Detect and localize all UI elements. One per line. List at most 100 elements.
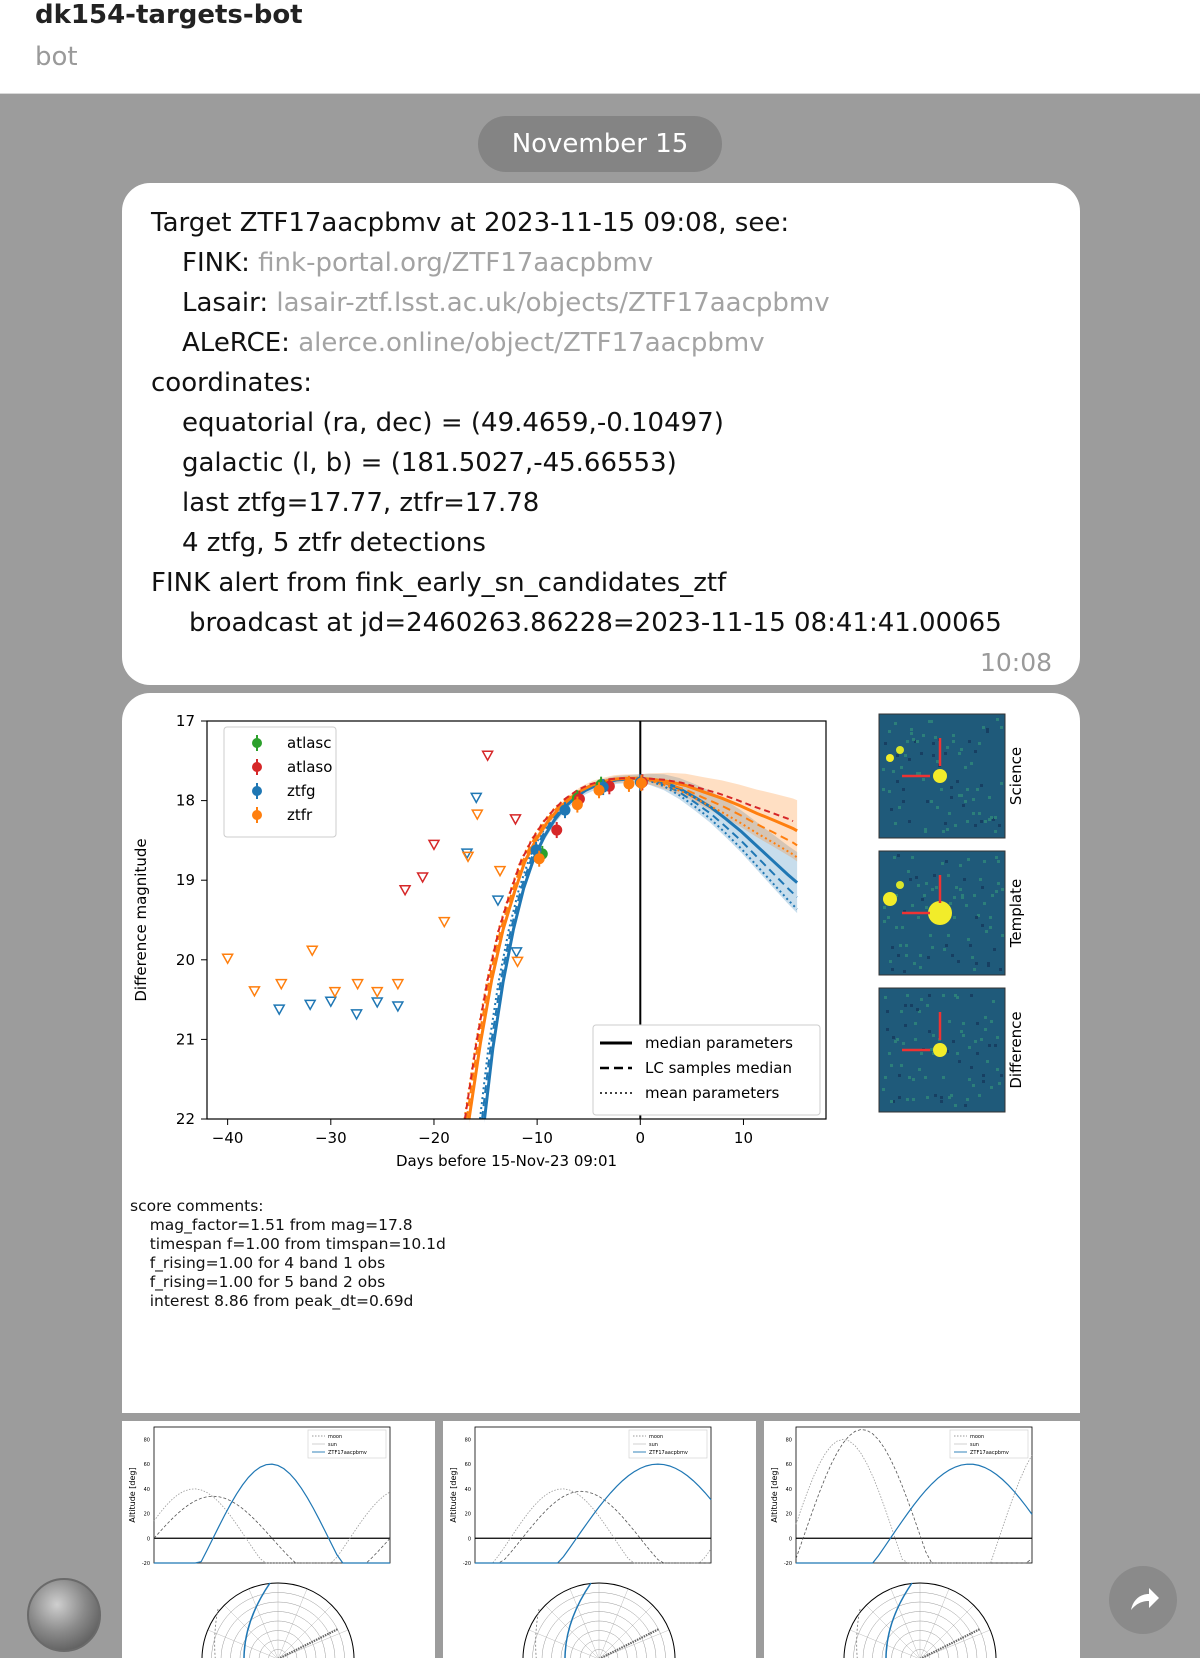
cutout-noise bbox=[952, 1040, 955, 1043]
alt-tick-label: 60 bbox=[786, 1462, 792, 1468]
cutout-noise bbox=[913, 962, 916, 965]
media-album[interactable]: Science Template Difference −40 −30 −20 −10 0 1… bbox=[122, 693, 1080, 1658]
cutout-noise bbox=[934, 1094, 937, 1097]
cutout-noise bbox=[932, 742, 935, 745]
sun-curve bbox=[475, 1488, 712, 1564]
cutout-noise bbox=[950, 1094, 953, 1097]
bot-avatar[interactable] bbox=[27, 1578, 101, 1652]
cutout-noise bbox=[997, 882, 1000, 885]
cutout-noise bbox=[932, 754, 935, 757]
cutout-noise bbox=[976, 1052, 979, 1055]
cutout-noise bbox=[895, 894, 898, 897]
cutout-noise bbox=[900, 1064, 903, 1067]
cutout-star bbox=[886, 754, 894, 762]
cutout-noise bbox=[896, 1038, 899, 1041]
polar-target-track bbox=[564, 1582, 592, 1658]
alt-tick-label: 60 bbox=[144, 1462, 150, 1468]
cutout-noise bbox=[972, 812, 975, 815]
cutout-noise bbox=[992, 818, 995, 821]
cutout-noise bbox=[957, 960, 960, 963]
cutout-noise bbox=[973, 968, 976, 971]
cutout-noise bbox=[977, 914, 980, 917]
line-legend-label: LC samples median bbox=[645, 1059, 792, 1077]
message-line: last ztfg=17.77, ztfr=17.78 bbox=[182, 488, 540, 518]
message-bubble[interactable]: Target ZTF17aacpbmv at 2023-11-15 09:08,… bbox=[122, 183, 1080, 685]
cutout-noise bbox=[933, 874, 936, 877]
cutout-noise bbox=[956, 780, 959, 783]
cutout-noise bbox=[974, 824, 977, 827]
cutout-noise bbox=[904, 754, 907, 757]
lasair-link[interactable]: lasair-ztf.lsst.ac.uk/objects/ZTF17aacpb… bbox=[276, 288, 830, 318]
atlaso-point bbox=[551, 824, 563, 836]
cutout-noise bbox=[947, 934, 950, 937]
cutout-noise bbox=[926, 1096, 929, 1099]
moon-curve bbox=[153, 1495, 391, 1564]
cutout-noise bbox=[989, 926, 992, 929]
cutout-noise bbox=[906, 740, 909, 743]
share-button[interactable] bbox=[1109, 1566, 1177, 1634]
cutout-noise bbox=[966, 1098, 969, 1101]
cutout-noise bbox=[901, 926, 904, 929]
polar-spoke bbox=[545, 1605, 599, 1658]
polar-spoke bbox=[278, 1588, 308, 1658]
line-legend-label: mean parameters bbox=[645, 1084, 779, 1102]
ztfg-model-line bbox=[478, 777, 798, 1120]
cutout-noise bbox=[890, 1100, 893, 1103]
x-tick-label: −30 bbox=[315, 1129, 347, 1147]
visibility-plot-2[interactable]: 80 60 40 20 0 -20 Altitude [deg] moon sun ZTF17aa… bbox=[443, 1421, 756, 1658]
visibility-plot-3[interactable]: 80 60 40 20 0 -20 Altitude [deg] moon sun ZTF17aa… bbox=[764, 1421, 1077, 1658]
cutout-noise bbox=[970, 762, 973, 765]
cutout-noise bbox=[976, 1022, 979, 1025]
cutout-template: Template bbox=[878, 850, 1025, 976]
cutout-star bbox=[883, 892, 897, 906]
atlaso-legend-marker bbox=[252, 762, 262, 772]
cutout-noise bbox=[917, 916, 920, 919]
cutout-noise bbox=[899, 944, 902, 947]
cutout-noise bbox=[924, 828, 927, 831]
polar-spoke bbox=[528, 1629, 598, 1658]
cutout-noise bbox=[893, 856, 896, 859]
ztfr-model-band bbox=[469, 772, 798, 1123]
visibility-plot-1[interactable]: 80 60 40 20 0 -20 Altitude [deg] moon sun ZTF17aa… bbox=[122, 1421, 435, 1658]
cutout-noise bbox=[944, 822, 947, 825]
message-line: Target ZTF17aacpbmv at 2023-11-15 09:08,… bbox=[151, 208, 790, 238]
target-curve bbox=[154, 1463, 390, 1564]
cutout-noise bbox=[950, 786, 953, 789]
cutout-noise bbox=[983, 860, 986, 863]
cutout-noise bbox=[968, 740, 971, 743]
fink-link[interactable]: fink-portal.org/ZTF17aacpbmv bbox=[258, 248, 654, 278]
y-tick-label: 17 bbox=[176, 712, 195, 730]
ztfr-limit-marker bbox=[328, 986, 342, 999]
alt-axis-label: Altitude [deg] bbox=[449, 1467, 458, 1522]
chat-header[interactable]: dk154-targets-bot bot bbox=[0, 0, 1200, 94]
cutout-noise bbox=[896, 754, 899, 757]
cutout-noise bbox=[963, 878, 966, 881]
cutout-noise bbox=[914, 1038, 917, 1041]
lightcurve-chart[interactable]: Science Template Difference −40 −30 −20 −10 0 1… bbox=[122, 693, 1080, 1193]
plot-frame bbox=[206, 720, 827, 1120]
polar-spoke bbox=[866, 1605, 920, 1658]
alerce-link[interactable]: alerce.online/object/ZTF17aacpbmv bbox=[298, 328, 765, 358]
y-tick-label: 19 bbox=[176, 871, 195, 889]
ztfr-limit-marker bbox=[471, 809, 484, 821]
atlaso-limit-marker bbox=[416, 872, 429, 884]
cutout-noise bbox=[948, 812, 951, 815]
cutout-noise bbox=[884, 996, 887, 999]
atlasc-legend-label: atlasc bbox=[287, 734, 332, 752]
cutout-noise bbox=[944, 752, 947, 755]
polar-spoke bbox=[207, 1629, 277, 1658]
cutout-noise bbox=[894, 822, 897, 825]
cutout-noise bbox=[967, 858, 970, 861]
cutout-noise bbox=[962, 804, 965, 807]
cutout-noise bbox=[982, 1080, 985, 1083]
chat-area[interactable]: November 15 Target ZTF17aacpbmv at 2023-… bbox=[0, 94, 1200, 1658]
cutout-noise bbox=[996, 1068, 999, 1071]
cutout-noise bbox=[949, 902, 952, 905]
cutout-noise bbox=[903, 970, 906, 973]
cutout-noise bbox=[936, 806, 939, 809]
cutout-noise bbox=[967, 938, 970, 941]
cutout-noise bbox=[987, 964, 990, 967]
cutout-noise bbox=[973, 894, 976, 897]
cutout-noise bbox=[983, 902, 986, 905]
cutout-noise bbox=[981, 886, 984, 889]
